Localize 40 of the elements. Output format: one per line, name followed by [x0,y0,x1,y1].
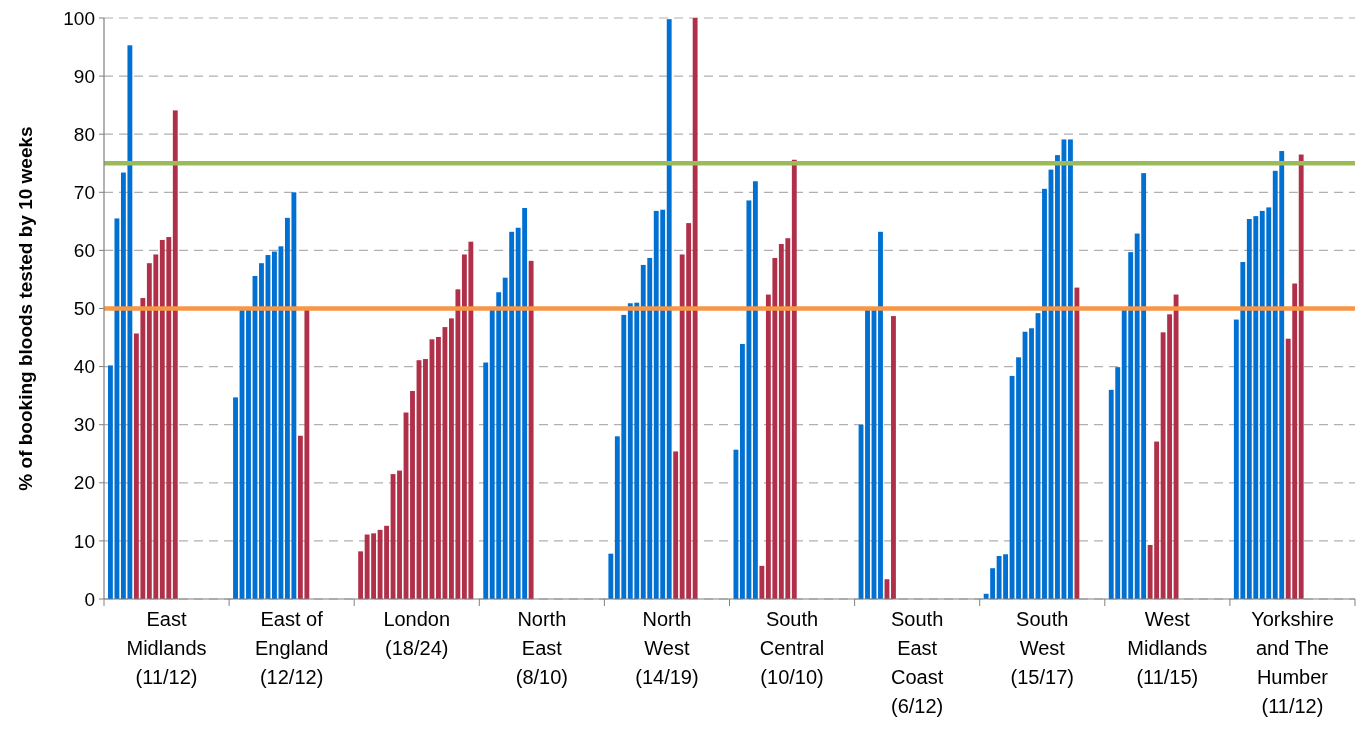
y-tick-label: 100 [63,7,95,29]
y-tick-label: 20 [73,472,95,494]
bar [608,553,614,599]
x-tick-label: South East Coast (6/12) [891,608,944,717]
y-axis-title: % of booking bloods tested by 10 weeks [15,126,36,491]
bar [483,362,489,599]
bar [410,391,415,599]
bar [259,263,264,599]
bar [1298,154,1304,599]
y-tick-label: 50 [73,298,95,320]
x-tick-label: East of England (12/12) [254,608,329,688]
bar [172,110,178,599]
x-tick-label: North East (8/10) [515,608,568,688]
bar [865,308,870,599]
bar [791,159,797,599]
bar [246,308,251,599]
x-tick-label: West Midlands (11/15) [1127,608,1208,688]
y-tick-label: 90 [73,65,95,87]
x-tick-label: Yorkshire and The Humber (11/12) [1251,608,1334,717]
y-tick-label: 80 [73,123,95,145]
y-tick-label: 60 [73,240,95,262]
bar [878,231,883,599]
x-tick-label: London (18/24) [383,608,451,659]
x-tick-label: South West (15/17) [1010,608,1074,688]
y-tick-label: 40 [73,356,95,378]
y-tick-label: 0 [84,588,95,610]
bar [752,181,758,599]
bar [692,18,698,599]
bar [423,359,428,599]
bar [1173,294,1179,599]
y-tick-label: 30 [73,414,95,436]
y-tick-label: 10 [73,530,95,552]
bar [528,260,534,599]
bar [1074,287,1080,599]
bar [673,451,679,599]
x-tick-label: East Midlands (11/12) [126,608,207,688]
y-tick-label: 70 [73,181,95,203]
x-tick-label: North West (14/19) [635,608,699,688]
bar [233,397,238,599]
x-tick-label: South Central (10/10) [759,608,825,688]
